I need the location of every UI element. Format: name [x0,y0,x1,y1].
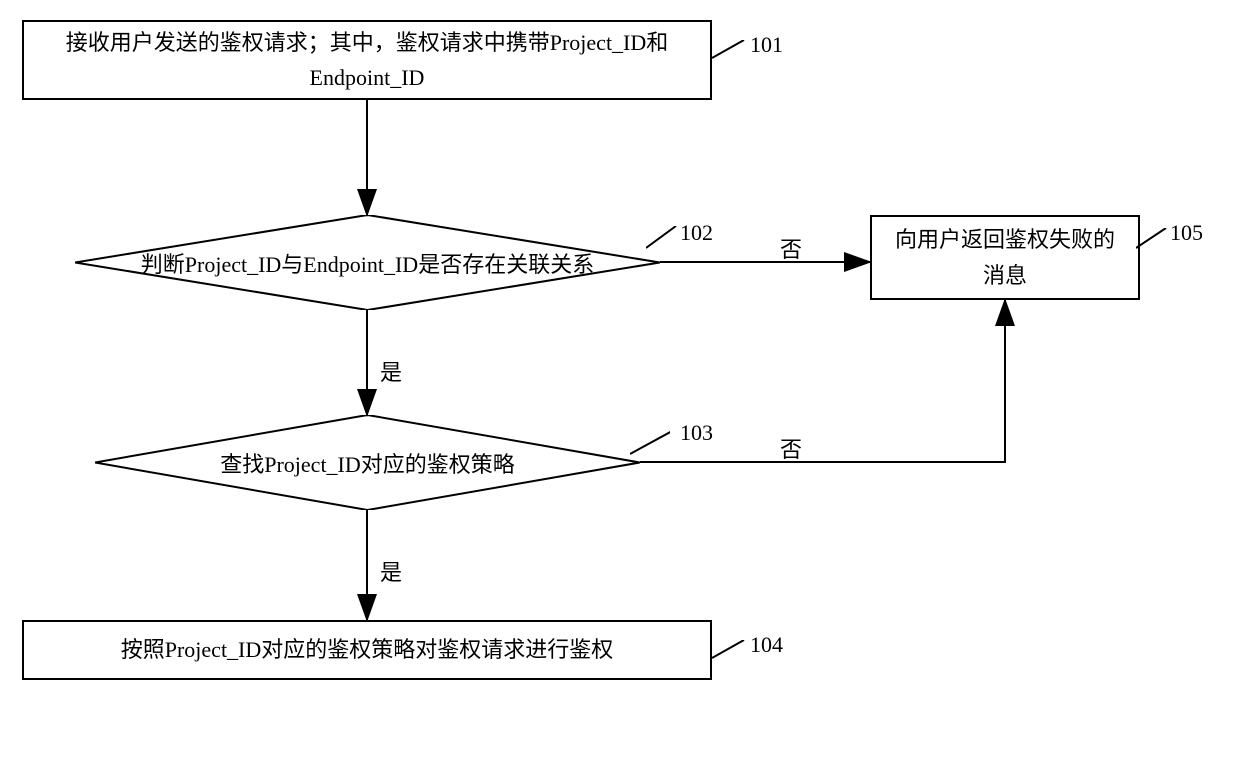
step-label-text: 104 [750,632,783,657]
step-label-103: 103 [680,420,713,446]
node-text-line1: 向用户返回鉴权失败的 [895,222,1115,257]
process-return-failure: 向用户返回鉴权失败的 消息 [870,215,1140,300]
step-label-101: 101 [750,32,783,58]
edge-label-no-103: 否 [780,432,802,464]
step-label-text: 101 [750,32,783,57]
edge-label-no-102: 否 [780,232,802,264]
decision-check-association: 判断Project_ID与Endpoint_ID是否存在关联关系 [75,215,660,310]
node-text-line1: 接收用户发送的鉴权请求；其中，鉴权请求中携带Project_ID和 [66,25,669,60]
node-text: 按照Project_ID对应的鉴权策略对鉴权请求进行鉴权 [121,632,614,667]
step-label-105: 105 [1170,220,1203,246]
step-label-102: 102 [680,220,713,246]
node-text-line2: 消息 [895,258,1115,293]
edge-label-yes-102: 是 [380,355,402,387]
process-receive-request: 接收用户发送的鉴权请求；其中，鉴权请求中携带Project_ID和 Endpoi… [22,20,712,100]
decision-find-policy: 查找Project_ID对应的鉴权策略 [95,415,640,510]
step-label-104: 104 [750,632,783,658]
edge-label-yes-103: 是 [380,555,402,587]
process-authenticate: 按照Project_ID对应的鉴权策略对鉴权请求进行鉴权 [22,620,712,680]
node-text-line2: Endpoint_ID [66,60,669,95]
step-label-text: 103 [680,420,713,445]
